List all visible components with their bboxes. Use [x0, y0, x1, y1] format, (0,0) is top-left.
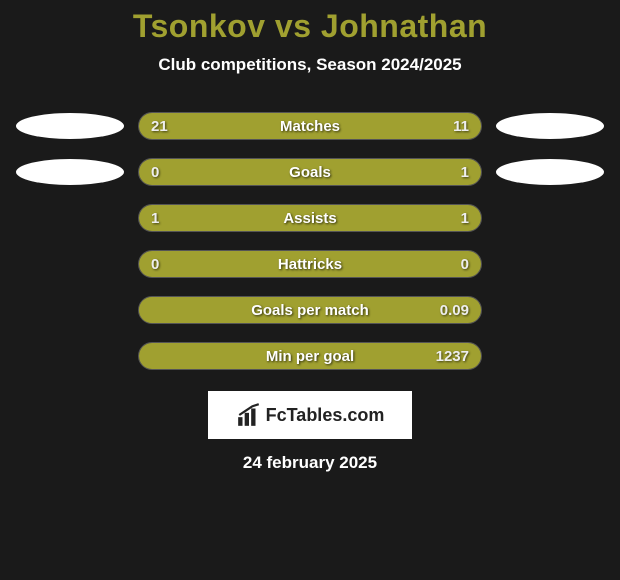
avatar-slot-left [10, 250, 130, 278]
avatar-slot-left [10, 342, 130, 370]
logo-text: FcTables.com [266, 405, 385, 426]
stat-label: Min per goal [139, 343, 481, 369]
stat-label: Hattricks [139, 251, 481, 277]
logo-box[interactable]: FcTables.com [208, 391, 412, 439]
stat-label: Goals per match [139, 297, 481, 323]
avatar-left [16, 159, 124, 185]
avatar-slot-right [490, 296, 610, 324]
stat-row: 01Goals [0, 149, 620, 195]
avatar-slot-left [10, 296, 130, 324]
stat-row: 1237Min per goal [0, 333, 620, 379]
stat-row: 00Hattricks [0, 241, 620, 287]
stat-bar: 0.09Goals per match [138, 296, 482, 324]
avatar-left [16, 113, 124, 139]
stat-label: Goals [139, 159, 481, 185]
page-title: Tsonkov vs Johnathan [0, 8, 620, 45]
stat-rows: 2111Matches 01Goals 11Assists 00Hattricks 0.… [0, 103, 620, 379]
stat-bar: 2111Matches [138, 112, 482, 140]
avatar-slot-right [490, 112, 610, 140]
stat-bar: 01Goals [138, 158, 482, 186]
date-label: 24 february 2025 [0, 453, 620, 473]
avatar-slot-left [10, 204, 130, 232]
stat-row: 2111Matches [0, 103, 620, 149]
avatar-slot-right [490, 342, 610, 370]
avatar-right [496, 113, 604, 139]
avatar-right [496, 159, 604, 185]
subtitle: Club competitions, Season 2024/2025 [0, 55, 620, 75]
avatar-slot-right [490, 250, 610, 278]
avatar-slot-left [10, 112, 130, 140]
stat-bar: 00Hattricks [138, 250, 482, 278]
stat-row: 0.09Goals per match [0, 287, 620, 333]
stat-bar: 1237Min per goal [138, 342, 482, 370]
avatar-slot-left [10, 158, 130, 186]
chart-icon [236, 402, 262, 428]
comparison-card: Tsonkov vs Johnathan Club competitions, … [0, 0, 620, 473]
stat-label: Assists [139, 205, 481, 231]
avatar-slot-right [490, 158, 610, 186]
avatar-slot-right [490, 204, 610, 232]
stat-bar: 11Assists [138, 204, 482, 232]
stat-row: 11Assists [0, 195, 620, 241]
stat-label: Matches [139, 113, 481, 139]
